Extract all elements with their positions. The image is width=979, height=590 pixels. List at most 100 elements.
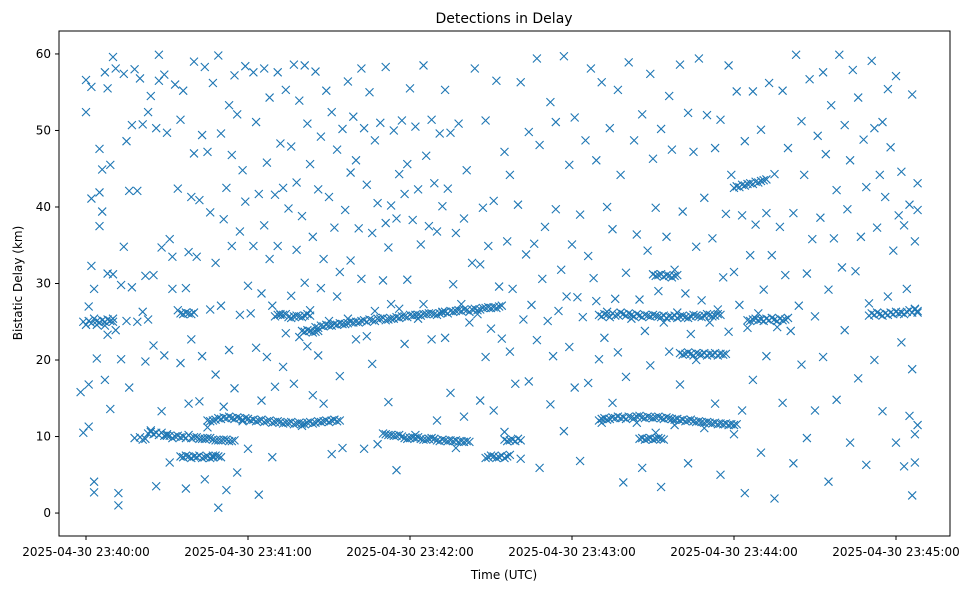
data-point [289, 60, 299, 70]
data-point [235, 227, 245, 236]
data-point [189, 149, 199, 158]
data-point [762, 175, 771, 184]
data-point [716, 310, 725, 320]
data-point [797, 360, 806, 369]
data-point [664, 347, 674, 356]
data-point [832, 185, 841, 195]
data-point [273, 416, 283, 426]
data-point [324, 192, 334, 202]
data-point [486, 451, 496, 461]
data-point [913, 178, 922, 188]
data-point [870, 123, 879, 133]
data-point [316, 417, 326, 427]
data-point [737, 211, 747, 220]
data-point [87, 318, 96, 328]
data-point [251, 416, 261, 426]
data-point [105, 160, 115, 170]
data-point [162, 128, 172, 138]
data-point [421, 435, 431, 444]
data-point [551, 117, 561, 127]
data-point [575, 456, 585, 466]
data-point [181, 308, 191, 317]
data-point [581, 136, 590, 145]
data-point [637, 110, 647, 119]
data-point [419, 299, 428, 309]
data-point [330, 223, 339, 233]
data-point [683, 108, 693, 118]
data-point [203, 433, 212, 443]
data-point [373, 198, 382, 208]
data-point [141, 271, 150, 281]
data-point [205, 416, 215, 426]
data-point [116, 280, 126, 290]
data-point [389, 126, 399, 135]
data-point [357, 274, 366, 284]
data-point [462, 436, 472, 446]
data-point [303, 325, 312, 335]
data-point [683, 458, 693, 468]
data-point [89, 284, 99, 294]
data-point [84, 380, 94, 389]
data-point [494, 282, 504, 291]
data-point [251, 343, 261, 353]
y-tick-label: 0 [43, 506, 51, 520]
data-point [189, 57, 199, 66]
data-point [527, 300, 536, 310]
data-point [208, 78, 218, 88]
data-point [621, 268, 631, 278]
data-point [691, 348, 701, 358]
data-point [740, 181, 750, 190]
data-point [303, 119, 312, 128]
data-point [902, 284, 912, 294]
data-point [294, 418, 304, 428]
data-point [141, 434, 150, 444]
data-point [578, 312, 588, 322]
data-point [122, 136, 131, 146]
data-point [751, 220, 760, 229]
data-point [632, 309, 642, 319]
data-point [259, 64, 269, 73]
data-point [265, 93, 274, 102]
data-point [656, 124, 666, 134]
data-point [913, 205, 922, 215]
data-point [111, 64, 121, 73]
data-point [300, 61, 310, 70]
data-point [405, 83, 415, 93]
data-point [213, 452, 223, 461]
data-point [859, 135, 868, 145]
data-point [459, 412, 469, 422]
data-point [100, 375, 110, 385]
data-point [508, 284, 517, 294]
data-point [87, 261, 96, 271]
data-point [203, 147, 212, 157]
data-point [799, 170, 809, 180]
data-point [127, 282, 137, 292]
data-point [97, 165, 107, 174]
data-point [686, 415, 696, 425]
data-point [583, 378, 593, 388]
data-point [427, 334, 436, 344]
data-point [394, 430, 404, 440]
data-point [132, 317, 142, 327]
data-point [338, 443, 347, 453]
data-point [381, 218, 391, 228]
data-point [602, 415, 612, 425]
data-point [87, 194, 96, 203]
data-point [624, 57, 634, 67]
data-point [254, 416, 264, 425]
data-point [907, 491, 917, 500]
data-point [708, 233, 717, 243]
x-axis-label: Time (UTC) [470, 568, 537, 582]
data-point [478, 203, 488, 213]
data-point [721, 209, 731, 219]
data-point [292, 245, 301, 255]
data-point [81, 107, 91, 117]
data-point [807, 234, 817, 244]
data-point [778, 398, 787, 408]
data-point [362, 180, 372, 190]
data-point [138, 119, 148, 129]
data-point [664, 413, 674, 423]
data-point [138, 307, 148, 317]
data-point [84, 422, 94, 431]
data-point [154, 50, 164, 60]
